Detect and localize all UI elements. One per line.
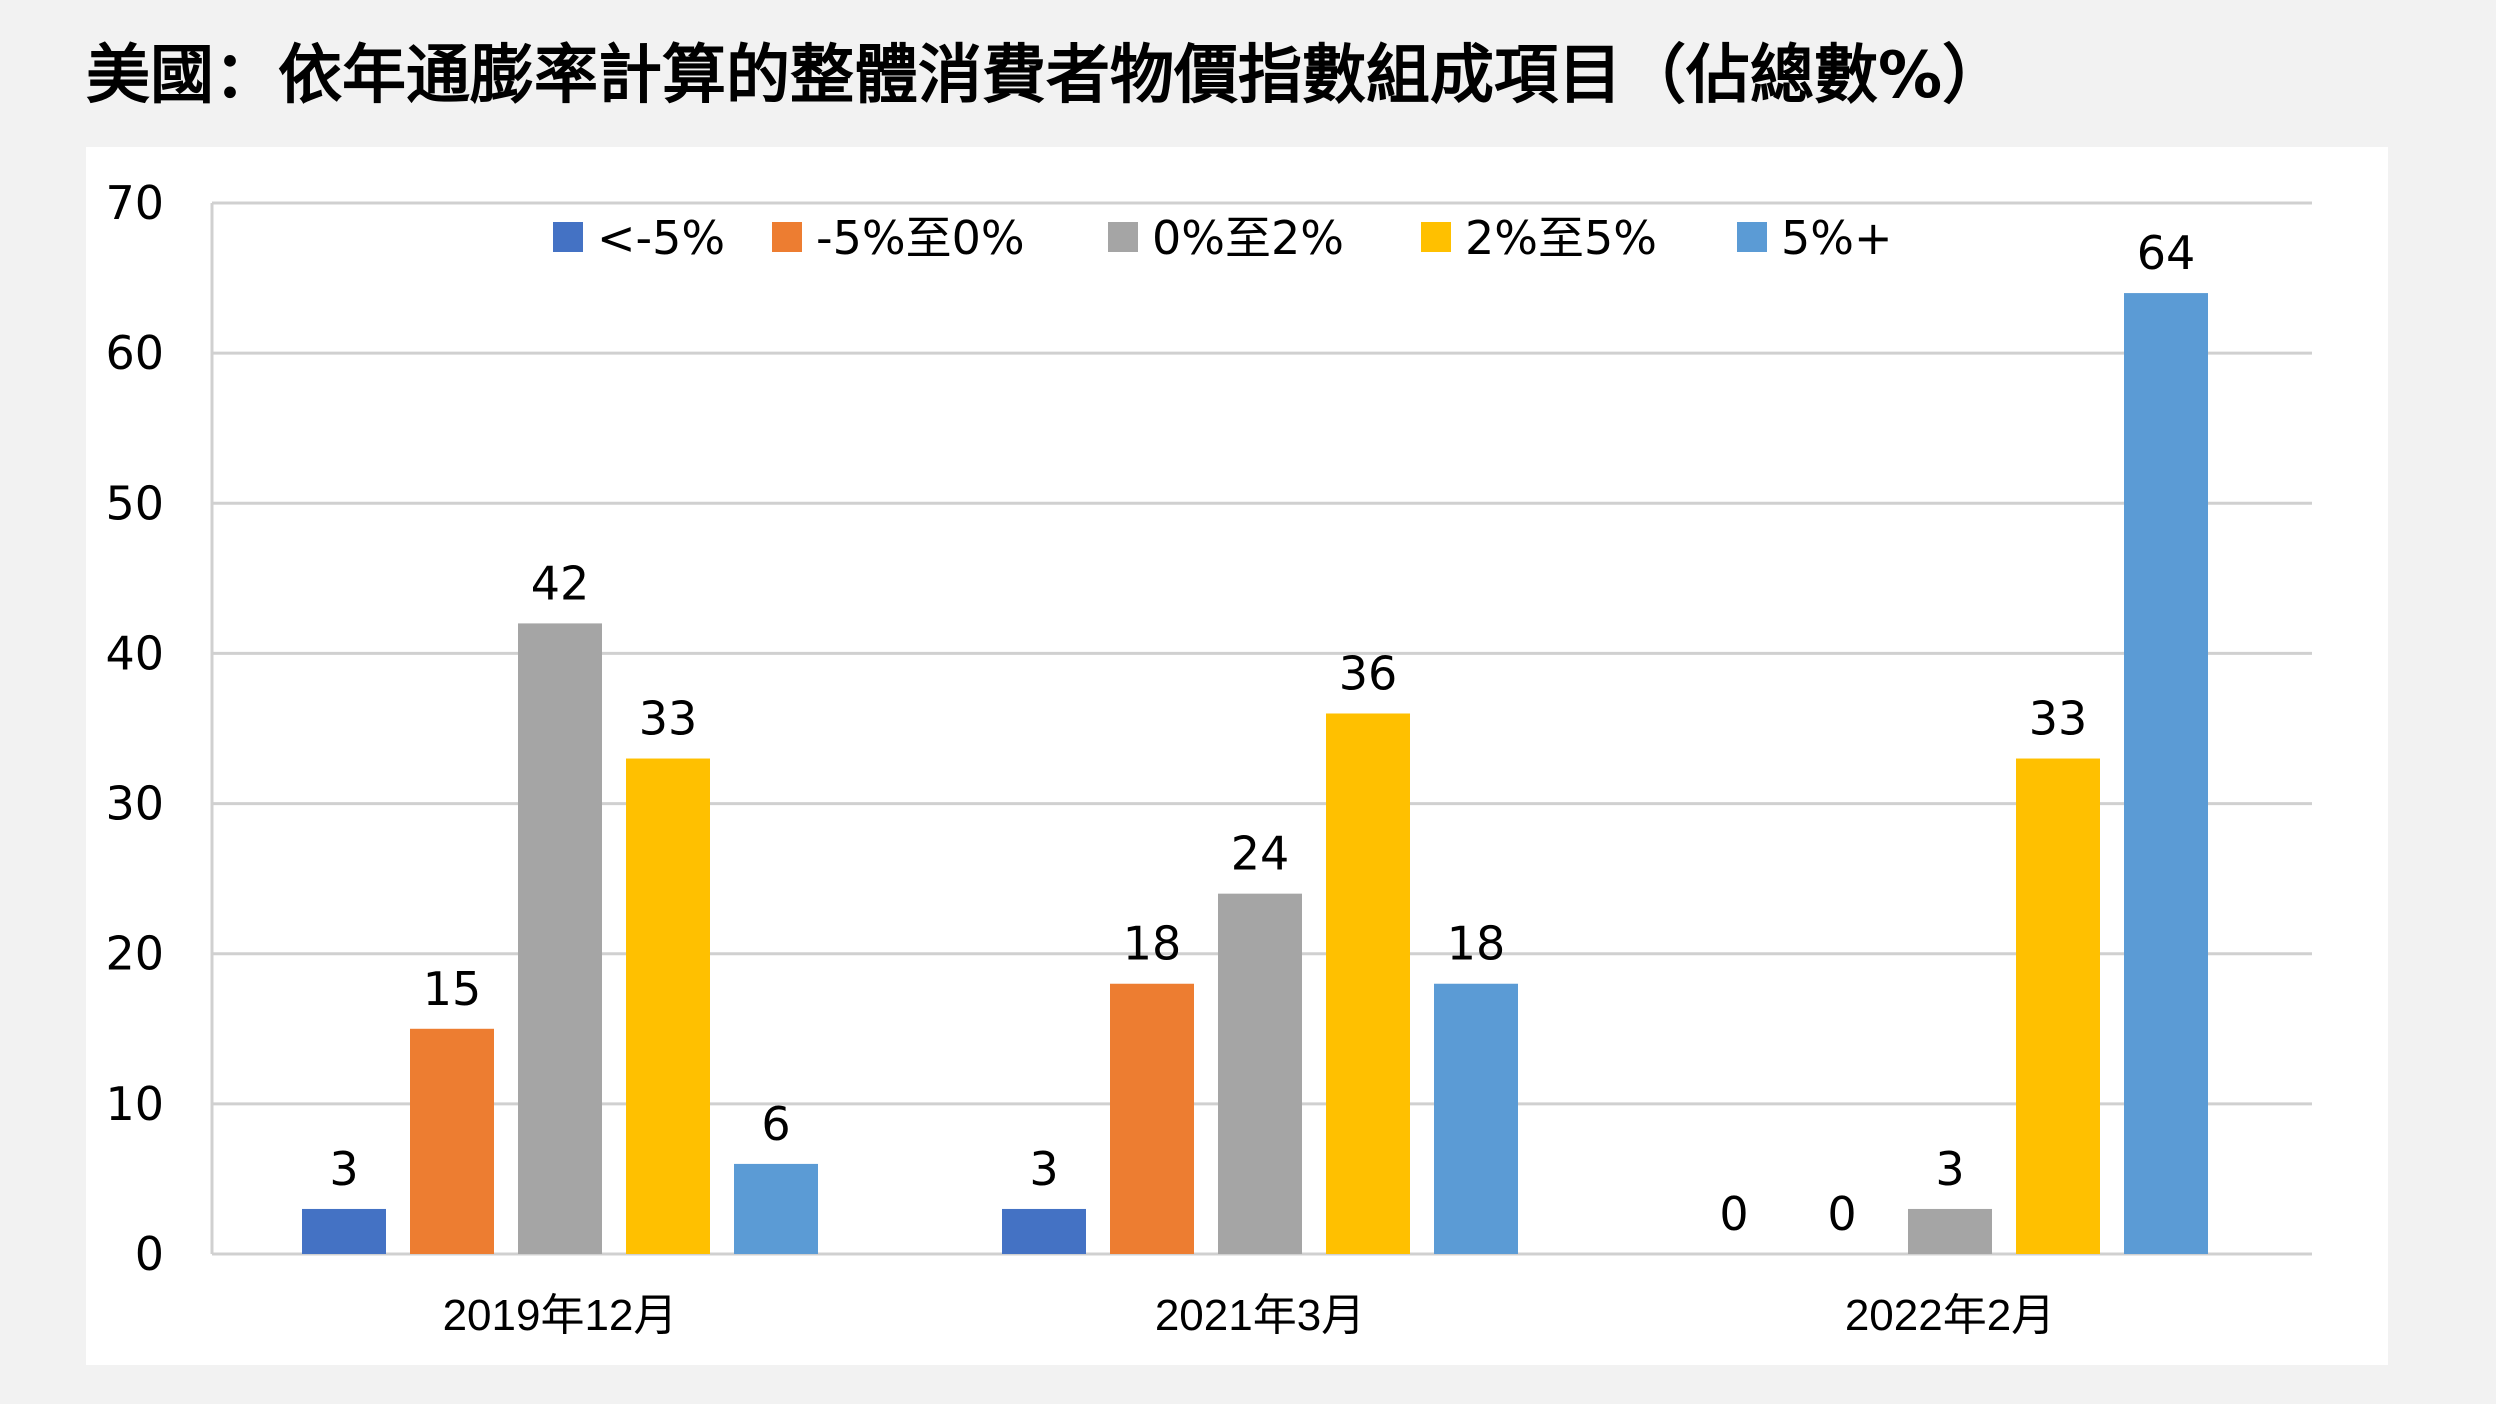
data-label: 15 bbox=[423, 962, 482, 1016]
legend: <-5% -5%至0% 0%至2% 2%至5% 5%+ bbox=[553, 211, 1893, 265]
y-tick-label: 10 bbox=[105, 1077, 164, 1131]
y-tick-label: 40 bbox=[105, 626, 164, 680]
data-label: 0 bbox=[1719, 1187, 1748, 1241]
data-label: 42 bbox=[531, 556, 590, 610]
legend-swatch bbox=[553, 222, 583, 252]
x-category-label: 2021年3月 bbox=[1155, 1291, 1365, 1340]
bar bbox=[1326, 713, 1410, 1254]
y-tick-label: 60 bbox=[105, 326, 164, 380]
bar bbox=[1218, 893, 1302, 1254]
data-label: 3 bbox=[1935, 1142, 1964, 1196]
data-label: 6 bbox=[761, 1097, 790, 1151]
bar bbox=[410, 1028, 494, 1254]
data-label: 0 bbox=[1827, 1187, 1856, 1241]
bars bbox=[302, 293, 2208, 1255]
y-axis-ticks: 0 10 20 30 40 50 60 70 bbox=[105, 176, 164, 1281]
data-label: 18 bbox=[1447, 917, 1506, 971]
bar bbox=[626, 758, 710, 1254]
data-label: 33 bbox=[639, 692, 698, 746]
data-label: 36 bbox=[1339, 646, 1398, 700]
legend-label: 2%至5% bbox=[1465, 211, 1657, 265]
page-title: 美國：依年通膨率計算的整體消費者物價指數組成項目（佔總數%） bbox=[86, 39, 2007, 113]
y-tick-label: 30 bbox=[105, 777, 164, 831]
y-tick-label: 20 bbox=[105, 927, 164, 981]
legend-swatch bbox=[1108, 222, 1138, 252]
bar bbox=[1002, 1208, 1086, 1254]
x-axis-categories: 2019年12月 2021年3月 2022年2月 bbox=[443, 1291, 2056, 1340]
data-label: 33 bbox=[2029, 692, 2088, 746]
x-category-label: 2022年2月 bbox=[1845, 1291, 2055, 1340]
data-label: 3 bbox=[1029, 1142, 1058, 1196]
data-label: 24 bbox=[1231, 827, 1290, 881]
data-label: 3 bbox=[329, 1142, 358, 1196]
bar bbox=[1110, 983, 1194, 1254]
y-tick-label: 50 bbox=[105, 476, 164, 530]
x-category-label: 2019年12月 bbox=[443, 1291, 678, 1340]
y-tick-label: 70 bbox=[105, 176, 164, 230]
legend-label: -5%至0% bbox=[816, 211, 1025, 265]
legend-label: 5%+ bbox=[1781, 211, 1893, 265]
legend-swatch bbox=[772, 222, 802, 252]
legend-swatch bbox=[1737, 222, 1767, 252]
bar bbox=[2016, 758, 2100, 1254]
bar bbox=[1908, 1208, 1992, 1254]
data-label: 18 bbox=[1123, 917, 1182, 971]
legend-label: 0%至2% bbox=[1152, 211, 1344, 265]
bar bbox=[1434, 983, 1518, 1254]
bar bbox=[518, 623, 602, 1254]
bar bbox=[302, 1208, 386, 1254]
bar bbox=[734, 1163, 818, 1254]
y-tick-label: 0 bbox=[135, 1227, 164, 1281]
data-label: 64 bbox=[2137, 226, 2196, 280]
legend-label: <-5% bbox=[597, 211, 725, 265]
bar bbox=[2124, 293, 2208, 1255]
legend-swatch bbox=[1421, 222, 1451, 252]
